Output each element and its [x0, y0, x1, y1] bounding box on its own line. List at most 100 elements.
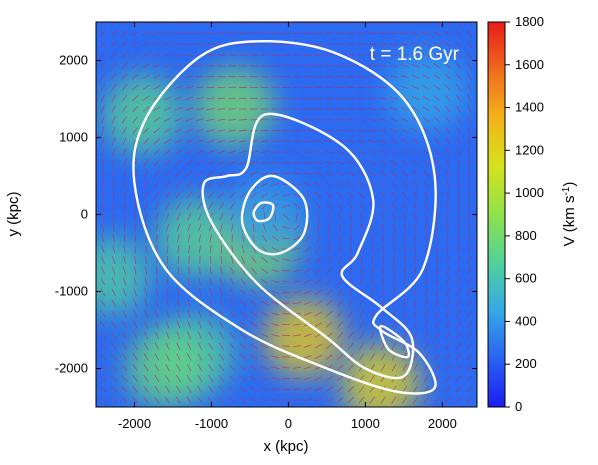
velocity-vector [380, 213, 386, 221]
velocity-vector [271, 193, 280, 198]
velocity-vector [468, 169, 471, 178]
velocity-vector [314, 140, 323, 143]
velocity-vector [110, 342, 117, 350]
velocity-vector [112, 169, 115, 178]
velocity-vector [121, 105, 128, 113]
velocity-vector [187, 309, 191, 318]
velocity-vector [403, 309, 407, 318]
velocity-vector [317, 223, 320, 232]
velocity-vector [434, 127, 440, 134]
density-contour [379, 324, 411, 359]
velocity-vector [423, 385, 429, 393]
velocity-vector [401, 181, 408, 188]
velocity-vector [390, 149, 398, 155]
velocity-vector [134, 202, 137, 211]
velocity-vector [101, 105, 105, 113]
velocity-vector [100, 62, 106, 70]
velocity-vector [389, 64, 398, 67]
velocity-vector [424, 212, 428, 221]
velocity-vector [424, 309, 428, 318]
velocity-vector [465, 386, 473, 393]
velocity-vector [379, 139, 387, 144]
velocity-vector [144, 299, 148, 307]
velocity-vector [164, 149, 171, 156]
velocity-vector [261, 257, 268, 263]
velocity-vector [445, 137, 451, 146]
velocity-vector [228, 54, 237, 56]
velocity-vector [445, 320, 451, 329]
velocity-vector [176, 364, 181, 372]
velocity-vector [239, 140, 248, 143]
velocity-vector [199, 245, 201, 254]
velocity-vector [186, 396, 192, 404]
velocity-vector [325, 161, 334, 165]
velocity-vector [228, 181, 236, 188]
velocity-vector [218, 181, 225, 188]
velocity-vector [101, 212, 104, 221]
velocity-vector [238, 43, 248, 46]
velocity-vector [219, 213, 224, 221]
velocity-vector [144, 191, 148, 200]
velocity-vector [101, 137, 105, 146]
velocity-vector [153, 148, 160, 156]
velocity-vector [435, 309, 439, 318]
velocity-vector [206, 43, 215, 45]
velocity-vector [403, 234, 406, 243]
velocity-vector [260, 151, 269, 154]
velocity-vector [414, 245, 417, 254]
velocity-vector [358, 202, 365, 210]
velocity-vector [337, 321, 343, 328]
velocity-vector [209, 288, 213, 297]
velocity-vector [389, 107, 398, 111]
velocity-vector [187, 320, 191, 329]
velocity-vector [422, 85, 430, 90]
velocity-vector [338, 245, 342, 254]
velocity-vector [122, 288, 127, 297]
velocity-vector [434, 169, 440, 178]
velocity-vector [445, 22, 452, 26]
velocity-vector [143, 159, 149, 167]
velocity-vector [163, 96, 172, 101]
velocity-vector [188, 277, 190, 286]
velocity-vector [292, 247, 301, 251]
velocity-vector [446, 277, 450, 286]
velocity-vector [110, 375, 117, 382]
velocity-vector [357, 97, 366, 99]
velocity-vector [434, 320, 440, 329]
velocity-vector [206, 150, 215, 155]
velocity-vector [303, 279, 312, 284]
velocity-vector [231, 223, 234, 232]
velocity-vector [154, 353, 160, 361]
velocity-vector [326, 299, 333, 307]
velocity-vector [165, 385, 171, 393]
velocity-vector [423, 170, 429, 178]
velocity-vector [218, 202, 225, 210]
colorbar-tick-label: 800 [515, 228, 537, 243]
velocity-vector [358, 385, 365, 393]
velocity-vector [347, 364, 354, 371]
velocity-vector [218, 364, 225, 372]
velocity-vector [457, 255, 460, 264]
velocity-vector [112, 148, 116, 157]
velocity-vector [132, 342, 138, 350]
velocity-vector [229, 192, 236, 199]
velocity-vector [218, 192, 225, 199]
velocity-vector [198, 234, 202, 243]
velocity-vector [325, 129, 334, 132]
velocity-vector [392, 288, 395, 297]
velocity-vector [143, 396, 149, 404]
velocity-vector [336, 150, 344, 154]
velocity-vector [123, 245, 126, 254]
velocity-vector [175, 181, 182, 188]
velocity-vector [207, 171, 215, 177]
velocity-vector [239, 354, 247, 360]
velocity-vector [271, 151, 280, 153]
velocity-vector [185, 170, 193, 177]
velocity-vector [412, 180, 418, 189]
velocity-vector [185, 107, 194, 111]
velocity-vector [209, 245, 212, 254]
velocity-vector [424, 320, 429, 329]
velocity-vector [242, 234, 244, 243]
velocity-vector [446, 180, 450, 189]
velocity-vector [238, 119, 248, 121]
